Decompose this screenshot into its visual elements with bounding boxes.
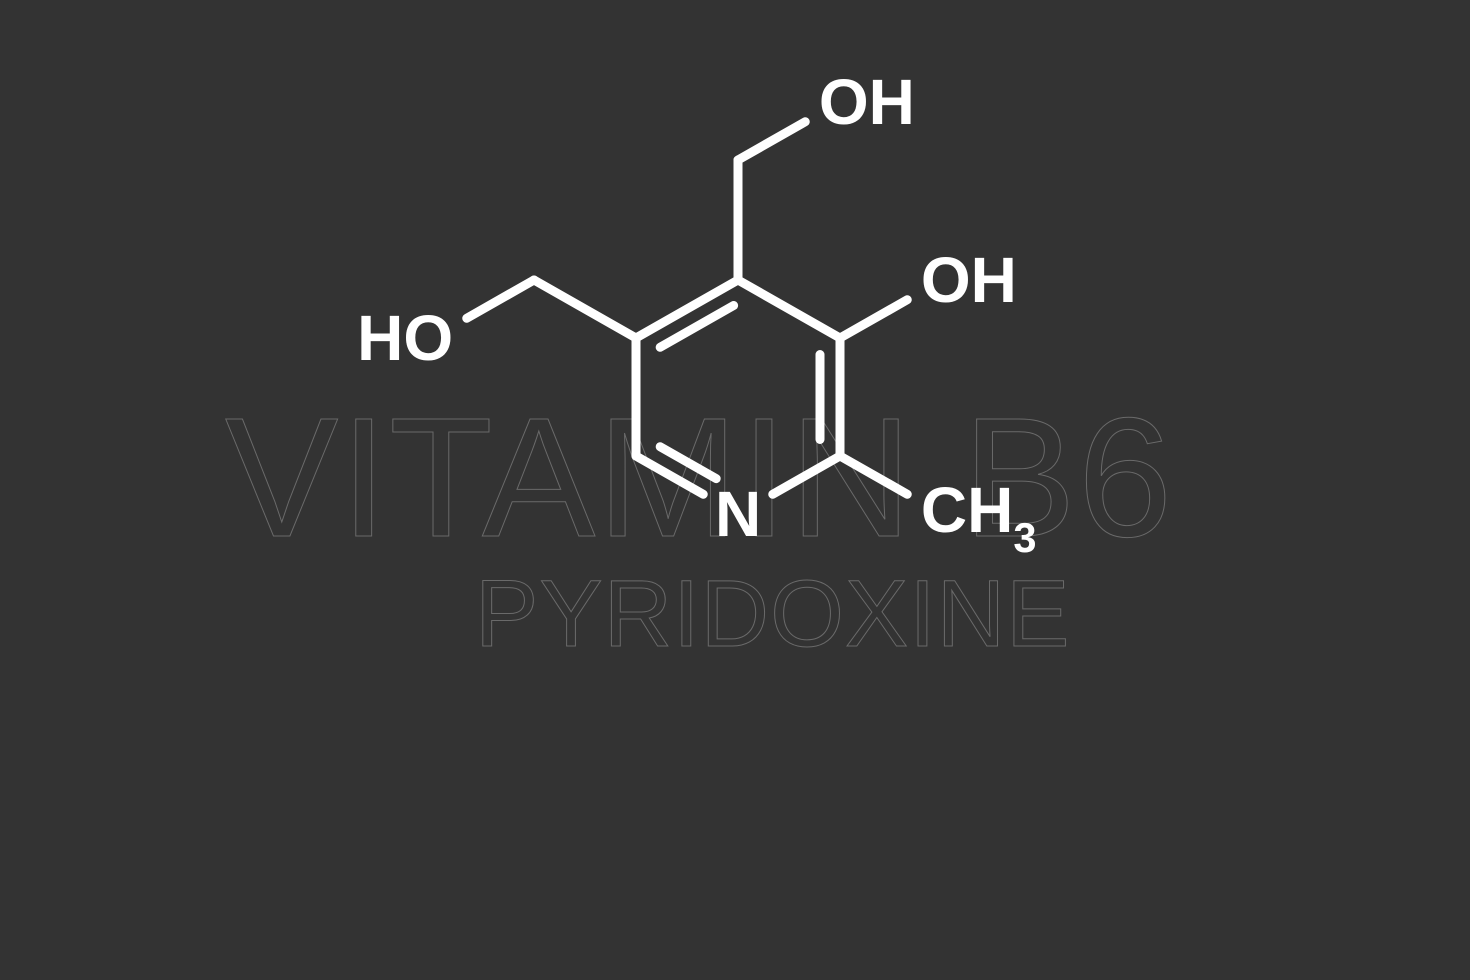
atom-label-ohRight: OH (921, 243, 1017, 317)
atom-label-n: N (715, 477, 761, 551)
atom-label-ohLeft: HO (357, 301, 453, 375)
atom-label-ohTop: OH (819, 65, 915, 139)
atom-label-ch3: CH3 (921, 473, 1037, 556)
